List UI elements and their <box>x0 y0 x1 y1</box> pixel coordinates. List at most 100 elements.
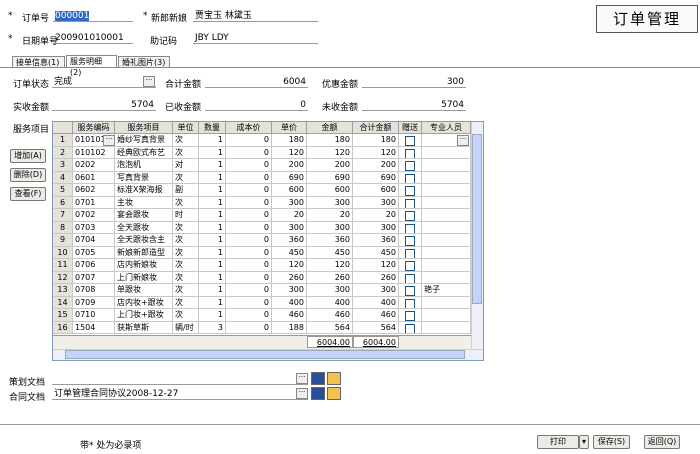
grid-cell[interactable]: 400 <box>272 296 307 309</box>
ellipsis-button[interactable]: ··· <box>296 373 308 384</box>
tab[interactable]: 婚礼图片(3) <box>118 56 170 68</box>
grid-cell[interactable]: 564 <box>307 321 353 334</box>
grid-cell[interactable]: 200 <box>307 159 353 172</box>
grid-cell[interactable]: 辆/时 <box>173 321 199 334</box>
grid-cell[interactable]: 0707 <box>73 271 115 284</box>
grid-cell[interactable]: 1 <box>199 284 226 297</box>
ellipsis-button[interactable]: ··· <box>296 388 308 399</box>
grid-cell[interactable]: 0 <box>226 196 272 209</box>
grid-cell[interactable]: 店内妆+跟妆 <box>115 296 173 309</box>
grid-cell[interactable]: 次 <box>173 259 199 272</box>
delete-button[interactable]: 删除(D) <box>10 168 46 182</box>
grid-cell[interactable]: 全天跟妆含主 <box>115 234 173 247</box>
grid-cell[interactable]: 0 <box>226 234 272 247</box>
grid-cell[interactable]: 180 <box>272 134 307 147</box>
grid-cell[interactable]: 次 <box>173 134 199 147</box>
date-no-input[interactable]: 200901010001 <box>53 32 133 44</box>
grid-cell[interactable]: 艳子 <box>422 284 471 297</box>
grid-cell[interactable]: 上门新娘妆 <box>115 271 173 284</box>
grid-cell[interactable]: 0 <box>226 246 272 259</box>
grid-cell[interactable]: 20 <box>307 209 353 222</box>
received-due-input[interactable]: 5704 <box>52 99 156 111</box>
grid-cell[interactable]: 上门妆+跟妆 <box>115 309 173 322</box>
back-button[interactable]: 返回(Q) <box>644 435 680 449</box>
grid-cell[interactable]: 360 <box>272 234 307 247</box>
grid-cell[interactable]: 经典欧式布艺 <box>115 146 173 159</box>
grid-cell[interactable]: 300 <box>307 284 353 297</box>
grid-cell[interactable]: 300 <box>353 284 399 297</box>
grid-cell[interactable]: 次 <box>173 246 199 259</box>
grid-cell[interactable]: 1 <box>199 196 226 209</box>
grid-cell[interactable]: 0701 <box>73 196 115 209</box>
tab[interactable]: 接单信息(1) <box>12 56 65 68</box>
grid-cell[interactable]: 300 <box>272 196 307 209</box>
contract-input[interactable]: 订单管理合同协议2008-12-27 <box>52 388 308 400</box>
grid-cell[interactable]: 360 <box>307 234 353 247</box>
grid-cell[interactable]: 450 <box>272 246 307 259</box>
grid-cell[interactable]: 泡泡机 <box>115 159 173 172</box>
staff-cell[interactable] <box>422 271 471 284</box>
grid-cell[interactable]: 0702 <box>73 209 115 222</box>
open-button[interactable] <box>311 372 325 385</box>
print-dropdown[interactable]: ▾ <box>579 435 589 449</box>
grid-cell[interactable]: 120 <box>272 146 307 159</box>
grid-cell[interactable]: 3 <box>199 321 226 334</box>
grid-cell[interactable]: 300 <box>272 221 307 234</box>
grid-cell[interactable]: 0704 <box>73 234 115 247</box>
staff-cell[interactable] <box>422 196 471 209</box>
grid-cell[interactable]: 0202 <box>73 159 115 172</box>
grid-cell[interactable]: 460 <box>272 309 307 322</box>
grid-cell[interactable]: 0 <box>226 209 272 222</box>
grid-cell[interactable]: 写真背景 <box>115 171 173 184</box>
grid-cell[interactable]: 1 <box>199 209 226 222</box>
grid-cell[interactable]: 400 <box>353 296 399 309</box>
grid-cell[interactable]: 标准X架海报 <box>115 184 173 197</box>
grid-cell[interactable]: 婚纱写真背景 <box>115 134 173 147</box>
grid-cell[interactable]: 0 <box>226 159 272 172</box>
grid-cell[interactable]: 600 <box>353 184 399 197</box>
staff-cell[interactable] <box>422 159 471 172</box>
grid-cell[interactable]: 260 <box>272 271 307 284</box>
grid-cell[interactable]: 0 <box>226 171 272 184</box>
grid-cell[interactable]: 300 <box>307 221 353 234</box>
unpaid-input[interactable]: 5704 <box>362 99 466 111</box>
grid-cell[interactable]: 120 <box>307 259 353 272</box>
grid-cell[interactable]: 0 <box>226 221 272 234</box>
grid-cell[interactable]: 450 <box>353 246 399 259</box>
grid-cell[interactable]: 0703 <box>73 221 115 234</box>
grid-cell[interactable]: 200 <box>272 159 307 172</box>
grid-cell[interactable]: 0705 <box>73 246 115 259</box>
plan-input[interactable] <box>52 373 308 385</box>
horizontal-thumb[interactable] <box>65 350 465 359</box>
grid-cell[interactable]: 0 <box>226 184 272 197</box>
grid-cell[interactable]: 0710 <box>73 309 115 322</box>
staff-cell[interactable] <box>422 296 471 309</box>
grid-cell[interactable]: 20 <box>353 209 399 222</box>
staff-cell[interactable] <box>422 209 471 222</box>
staff-cell[interactable] <box>422 246 471 259</box>
grid-cell[interactable]: 单跟妆 <box>115 284 173 297</box>
view-button[interactable]: 查看(F) <box>10 187 46 201</box>
grid-cell[interactable]: 次 <box>173 171 199 184</box>
grid-cell[interactable]: 460 <box>353 309 399 322</box>
grid-cell[interactable]: 260 <box>353 271 399 284</box>
grid-cell[interactable]: 1 <box>199 296 226 309</box>
grid-cell[interactable]: 120 <box>272 259 307 272</box>
add-button[interactable]: 增加(A) <box>10 149 46 163</box>
grid-cell[interactable]: 0 <box>226 271 272 284</box>
grid-cell[interactable]: 564 <box>353 321 399 334</box>
status-input[interactable]: 完成 <box>52 76 156 88</box>
grid-cell[interactable]: 全天跟妆 <box>115 221 173 234</box>
grid-cell[interactable]: 1 <box>199 259 226 272</box>
grid-cell[interactable]: 0602 <box>73 184 115 197</box>
grid-cell[interactable]: 400 <box>307 296 353 309</box>
grid-cell[interactable]: 1 <box>199 146 226 159</box>
grid-cell[interactable]: 次 <box>173 196 199 209</box>
grid-cell[interactable]: 1 <box>199 309 226 322</box>
grid-cell[interactable]: 1 <box>199 234 226 247</box>
grid-cell[interactable]: 360 <box>353 234 399 247</box>
grid-cell[interactable]: 1 <box>199 184 226 197</box>
folder-button[interactable] <box>327 372 341 385</box>
order-no-input[interactable]: 000001 <box>53 10 133 22</box>
couple-input[interactable]: 贾宝玉 林黛玉 <box>193 10 318 22</box>
